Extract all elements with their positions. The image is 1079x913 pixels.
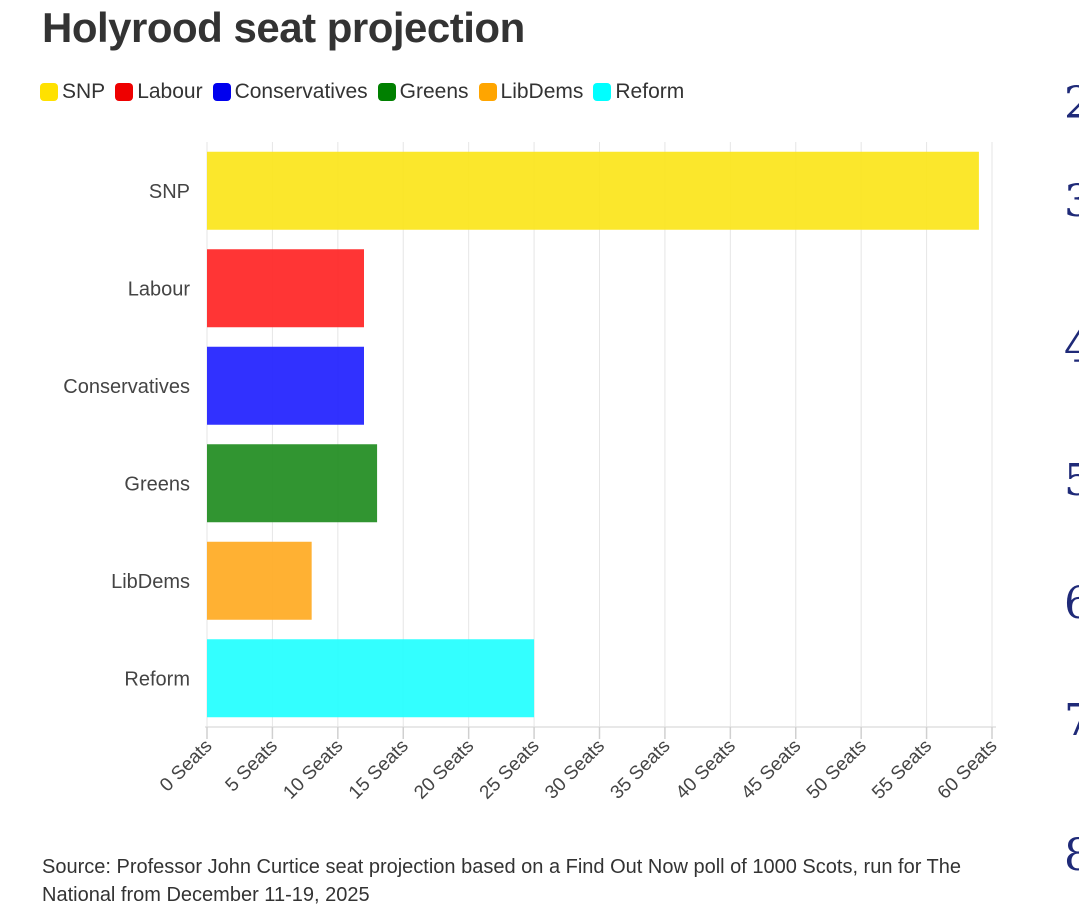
legend-item-conservatives[interactable]: Conservatives bbox=[212, 80, 368, 104]
legend-swatch bbox=[593, 83, 612, 101]
edge-glyph: 6 bbox=[1064, 578, 1079, 629]
legend-item-greens[interactable]: Greens bbox=[377, 80, 469, 104]
legend-swatch bbox=[115, 83, 134, 101]
legend-label: LibDems bbox=[500, 80, 584, 103]
bar-greens[interactable] bbox=[207, 444, 378, 523]
x-tick-label: 25 Seats bbox=[476, 736, 544, 804]
bar-labour[interactable] bbox=[207, 249, 364, 328]
x-tick-label: 20 Seats bbox=[410, 736, 478, 804]
bar-snp[interactable] bbox=[207, 151, 979, 230]
category-label: Labour bbox=[128, 278, 191, 300]
legend-label: Labour bbox=[137, 80, 203, 103]
legend-swatch bbox=[212, 83, 231, 101]
category-label: Greens bbox=[124, 473, 190, 495]
x-tick-label: 55 Seats bbox=[868, 736, 936, 804]
category-label: Reform bbox=[124, 668, 190, 690]
legend-item-labour[interactable]: Labour bbox=[115, 80, 203, 104]
category-label: LibDems bbox=[111, 571, 190, 593]
legend-label: Reform bbox=[615, 80, 685, 103]
edge-glyph: 4 bbox=[1064, 322, 1079, 373]
legend-label: Greens bbox=[399, 80, 469, 103]
x-tick-label: 45 Seats bbox=[737, 736, 805, 804]
legend-item-snp[interactable]: SNP bbox=[40, 80, 105, 104]
bar-reform[interactable] bbox=[207, 639, 535, 718]
x-tick-label: 50 Seats bbox=[803, 736, 871, 804]
chart-legend: SNP Labour Conservatives Greens LibDems Refor… bbox=[40, 80, 684, 104]
source-note: Source: Professor John Curtice seat proj… bbox=[42, 856, 962, 906]
category-label: Conservatives bbox=[63, 376, 190, 398]
legend-item-libdems[interactable]: LibDems bbox=[478, 80, 584, 104]
edge-glyph: 8 bbox=[1064, 830, 1079, 881]
edge-glyph: 2 bbox=[1064, 78, 1079, 129]
x-tick-label: 60 Seats bbox=[934, 736, 1002, 804]
category-label: SNP bbox=[149, 181, 190, 203]
legend-label: SNP bbox=[62, 80, 106, 103]
legend-swatch bbox=[377, 83, 396, 101]
bar-conservatives[interactable] bbox=[207, 346, 364, 425]
x-tick-label: 35 Seats bbox=[607, 736, 675, 804]
legend-item-reform[interactable]: Reform bbox=[593, 80, 684, 104]
x-tick-label: 30 Seats bbox=[541, 736, 609, 804]
bar-libdems[interactable] bbox=[207, 541, 312, 620]
chart-title: Holyrood seat projection bbox=[42, 4, 525, 51]
edge-glyph: 5 bbox=[1064, 455, 1079, 506]
x-tick-label: 15 Seats bbox=[345, 736, 413, 804]
x-tick-label: 10 Seats bbox=[279, 736, 347, 804]
x-tick-label: 40 Seats bbox=[672, 736, 740, 804]
x-tick-label: 5 Seats bbox=[222, 736, 282, 796]
legend-swatch bbox=[478, 83, 497, 101]
edge-glyph: 3 bbox=[1064, 176, 1079, 227]
legend-swatch bbox=[40, 83, 58, 101]
legend-label: Conservatives bbox=[234, 80, 368, 103]
x-tick-label: 0 Seats bbox=[156, 736, 216, 796]
edge-glyph: 7 bbox=[1064, 695, 1079, 746]
